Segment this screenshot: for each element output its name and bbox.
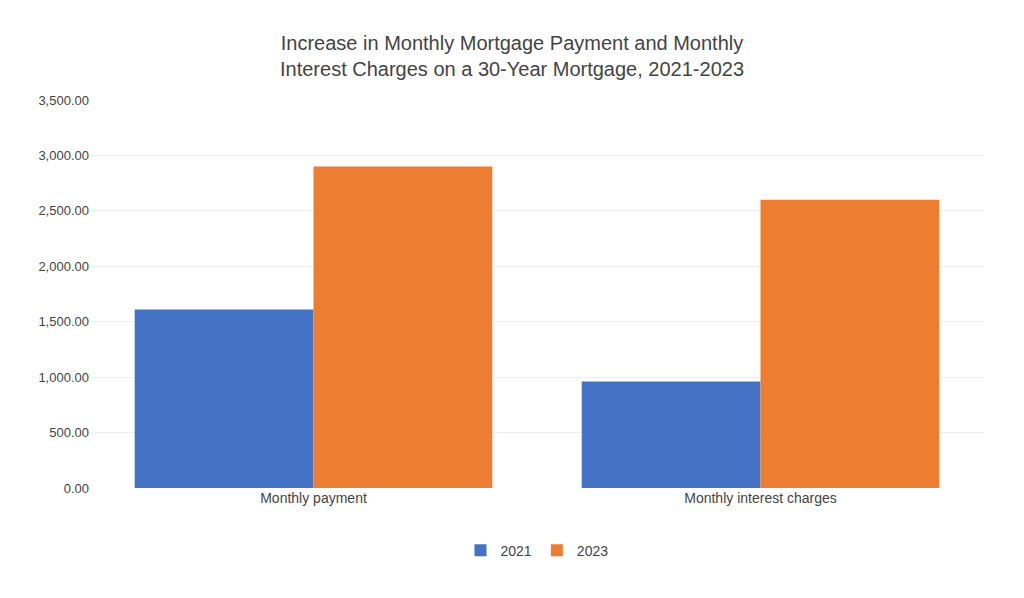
svg-text:2023: 2023 bbox=[577, 543, 608, 559]
svg-text:Monthly payment: Monthly payment bbox=[260, 490, 367, 506]
svg-text:3,000.00: 3,000.00 bbox=[38, 148, 89, 163]
svg-text:1,000.00: 1,000.00 bbox=[38, 370, 89, 385]
svg-text:Increase in Monthly Mortgage P: Increase in Monthly Mortgage Payment and… bbox=[280, 32, 744, 80]
svg-text:1,500.00: 1,500.00 bbox=[38, 314, 89, 329]
svg-text:0.00: 0.00 bbox=[64, 481, 89, 496]
svg-text:500.00: 500.00 bbox=[49, 425, 89, 440]
svg-text:Monthly interest charges: Monthly interest charges bbox=[684, 490, 837, 506]
svg-text:2021: 2021 bbox=[501, 543, 532, 559]
svg-text:2,000.00: 2,000.00 bbox=[38, 259, 89, 274]
svg-text:2,500.00: 2,500.00 bbox=[38, 203, 89, 218]
svg-text:3,500.00: 3,500.00 bbox=[38, 93, 89, 108]
